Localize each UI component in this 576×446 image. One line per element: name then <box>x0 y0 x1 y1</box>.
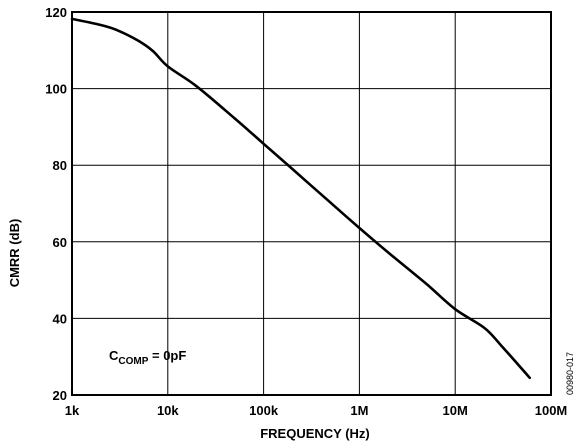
y-tick-label: 20 <box>53 388 67 403</box>
x-tick-label: 100k <box>249 403 279 418</box>
y-tick-label: 120 <box>45 5 67 20</box>
plot-frame <box>71 11 552 396</box>
x-axis-title: FREQUENCY (Hz) <box>260 426 370 441</box>
ccomp-annotation-sub: COMP <box>118 356 148 367</box>
ccomp-annotation-main: C <box>109 348 119 363</box>
y-tick-label: 60 <box>53 235 67 250</box>
y-tick-label: 100 <box>45 82 67 97</box>
cmrr-series-line <box>70 17 531 380</box>
x-tick-label: 100M <box>535 403 568 418</box>
ccomp-annotation: CCOMP = 0pF <box>109 348 186 367</box>
ccomp-annotation-rest: = 0pF <box>148 348 186 363</box>
figure-id: 00980-017 <box>565 352 575 395</box>
tick-labels: 1k 10k 100k 1M 10M 100M 20 40 60 80 100 120 <box>45 5 567 418</box>
x-tick-label: 10M <box>443 403 468 418</box>
x-tick-label: 1M <box>350 403 368 418</box>
y-tick-label: 40 <box>53 311 67 326</box>
grid-lines <box>72 12 551 395</box>
y-axis-title: CMRR (dB) <box>7 219 22 288</box>
x-tick-label: 1k <box>65 403 80 418</box>
x-tick-label: 10k <box>157 403 179 418</box>
y-tick-label: 80 <box>53 158 67 173</box>
